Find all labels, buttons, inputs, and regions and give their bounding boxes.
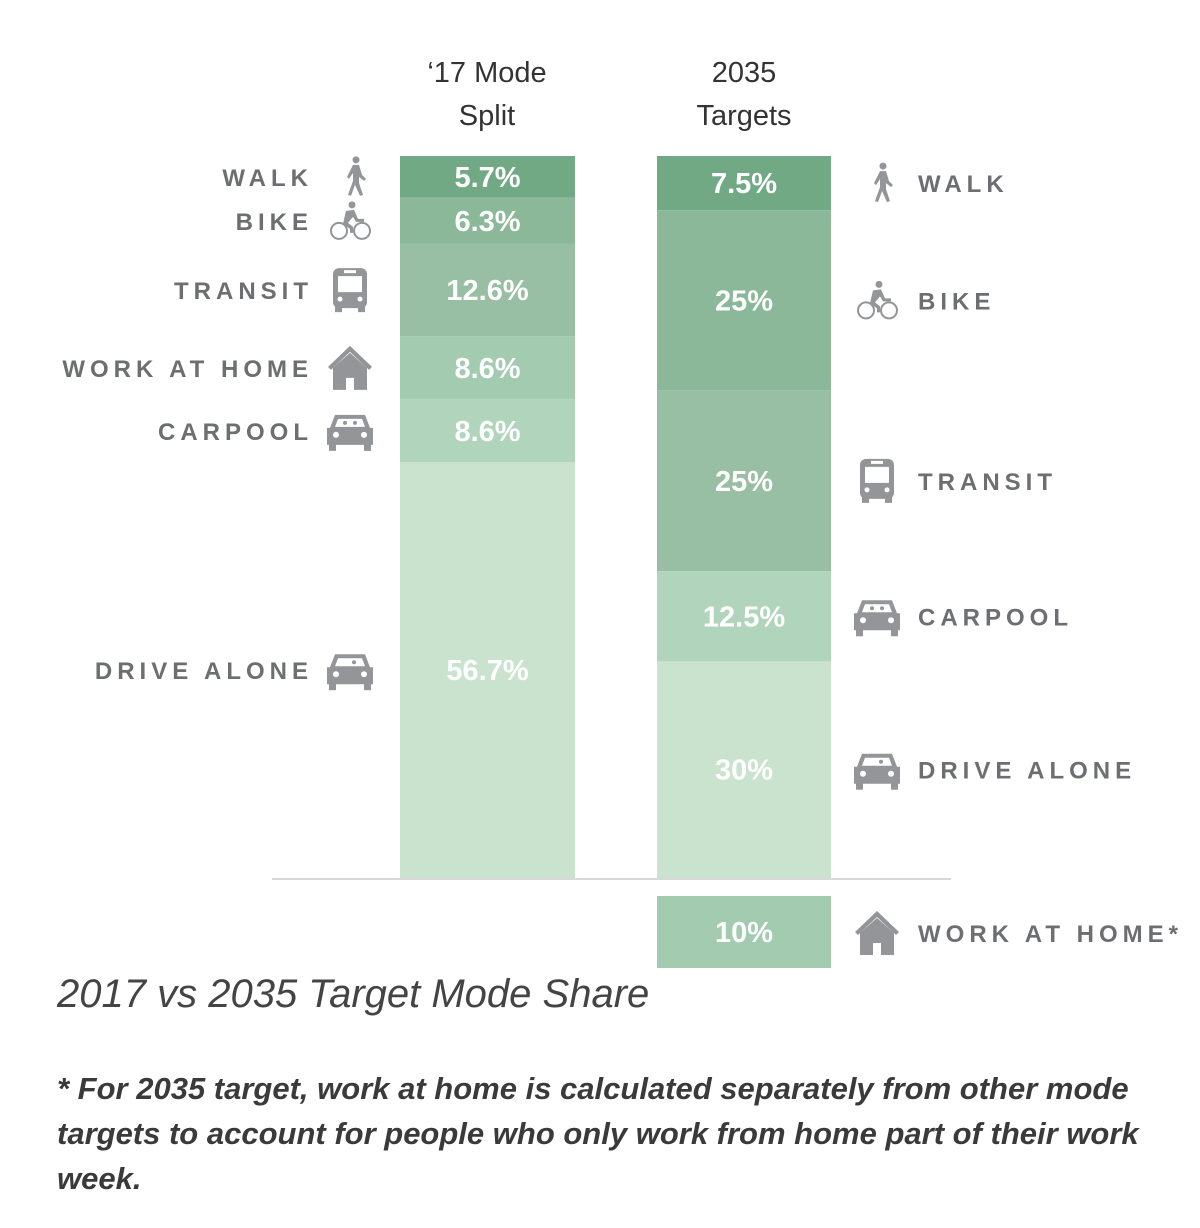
chart-caption: 2017 vs 2035 Target Mode Share <box>57 972 650 1016</box>
bar-segment-carpool <box>657 571 831 662</box>
mode-label-carpool: CARPOOL <box>918 604 1073 631</box>
mode-label-work-at-home: WORK AT HOME <box>62 356 313 383</box>
mode-label-bike: BIKE <box>918 288 995 315</box>
bar-segment-work-at-home <box>400 336 575 400</box>
value-label: 12.6% <box>446 275 528 307</box>
bus-icon <box>860 458 894 503</box>
value-label: 12.5% <box>703 601 785 633</box>
carpool-icon <box>854 600 900 637</box>
mode-label-work-at-home: WORK AT HOME* <box>918 921 1183 948</box>
value-label: 5.7% <box>454 162 520 194</box>
bar-segment-transit <box>400 243 575 337</box>
bus-icon <box>333 268 367 313</box>
mode-label-carpool: CARPOOL <box>158 419 313 446</box>
bar-segment-work-at-home-separate <box>657 896 831 968</box>
value-label: 8.6% <box>454 416 520 448</box>
bar-segment-walk <box>400 156 575 198</box>
value-label: 25% <box>715 285 773 317</box>
value-label: 10% <box>715 917 773 949</box>
value-label: 25% <box>715 466 773 498</box>
bar-title-line: 2035 <box>711 57 777 89</box>
mode-label-drive-alone: DRIVE ALONE <box>95 658 313 685</box>
mode-label-drive-alone: DRIVE ALONE <box>918 758 1136 785</box>
bar-segment-carpool <box>400 399 575 463</box>
house-icon <box>328 345 372 390</box>
bar-title-line: Targets <box>696 100 792 132</box>
car-icon <box>854 753 900 790</box>
carpool-icon <box>327 414 373 451</box>
house-icon <box>855 911 899 955</box>
bar-segment-bike <box>657 210 831 391</box>
bike-icon <box>857 280 898 320</box>
chart-footnote: * For 2035 target, work at home is calcu… <box>57 1071 1139 1196</box>
walk-icon <box>347 156 366 196</box>
bar-title-line: Split <box>458 100 516 132</box>
mode-label-transit: TRANSIT <box>174 278 313 305</box>
bar-segment-drive-alone <box>400 462 575 878</box>
value-label: 30% <box>715 755 773 787</box>
bar-segment-transit <box>657 390 831 572</box>
bar-title-line: ‘17 Mode <box>427 57 547 89</box>
bike-icon <box>330 201 371 240</box>
mode-label-walk: WALK <box>918 171 1009 198</box>
car-icon <box>327 654 373 691</box>
value-label: 8.6% <box>454 353 520 385</box>
mode-label-bike: BIKE <box>236 209 313 236</box>
bar-segment-drive-alone <box>657 661 831 878</box>
value-label: 6.3% <box>454 206 520 238</box>
mode-label-walk: WALK <box>222 165 313 192</box>
mode-label-transit: TRANSIT <box>918 469 1057 496</box>
walk-icon <box>874 162 893 203</box>
bar-title-2017: ‘17 Mode Split <box>367 52 607 138</box>
value-label: 56.7% <box>446 655 528 687</box>
bar-segment-bike <box>400 197 575 244</box>
bar-segment-walk <box>657 156 831 211</box>
value-label: 7.5% <box>711 168 777 200</box>
bar-title-2035: 2035 Targets <box>624 52 864 138</box>
